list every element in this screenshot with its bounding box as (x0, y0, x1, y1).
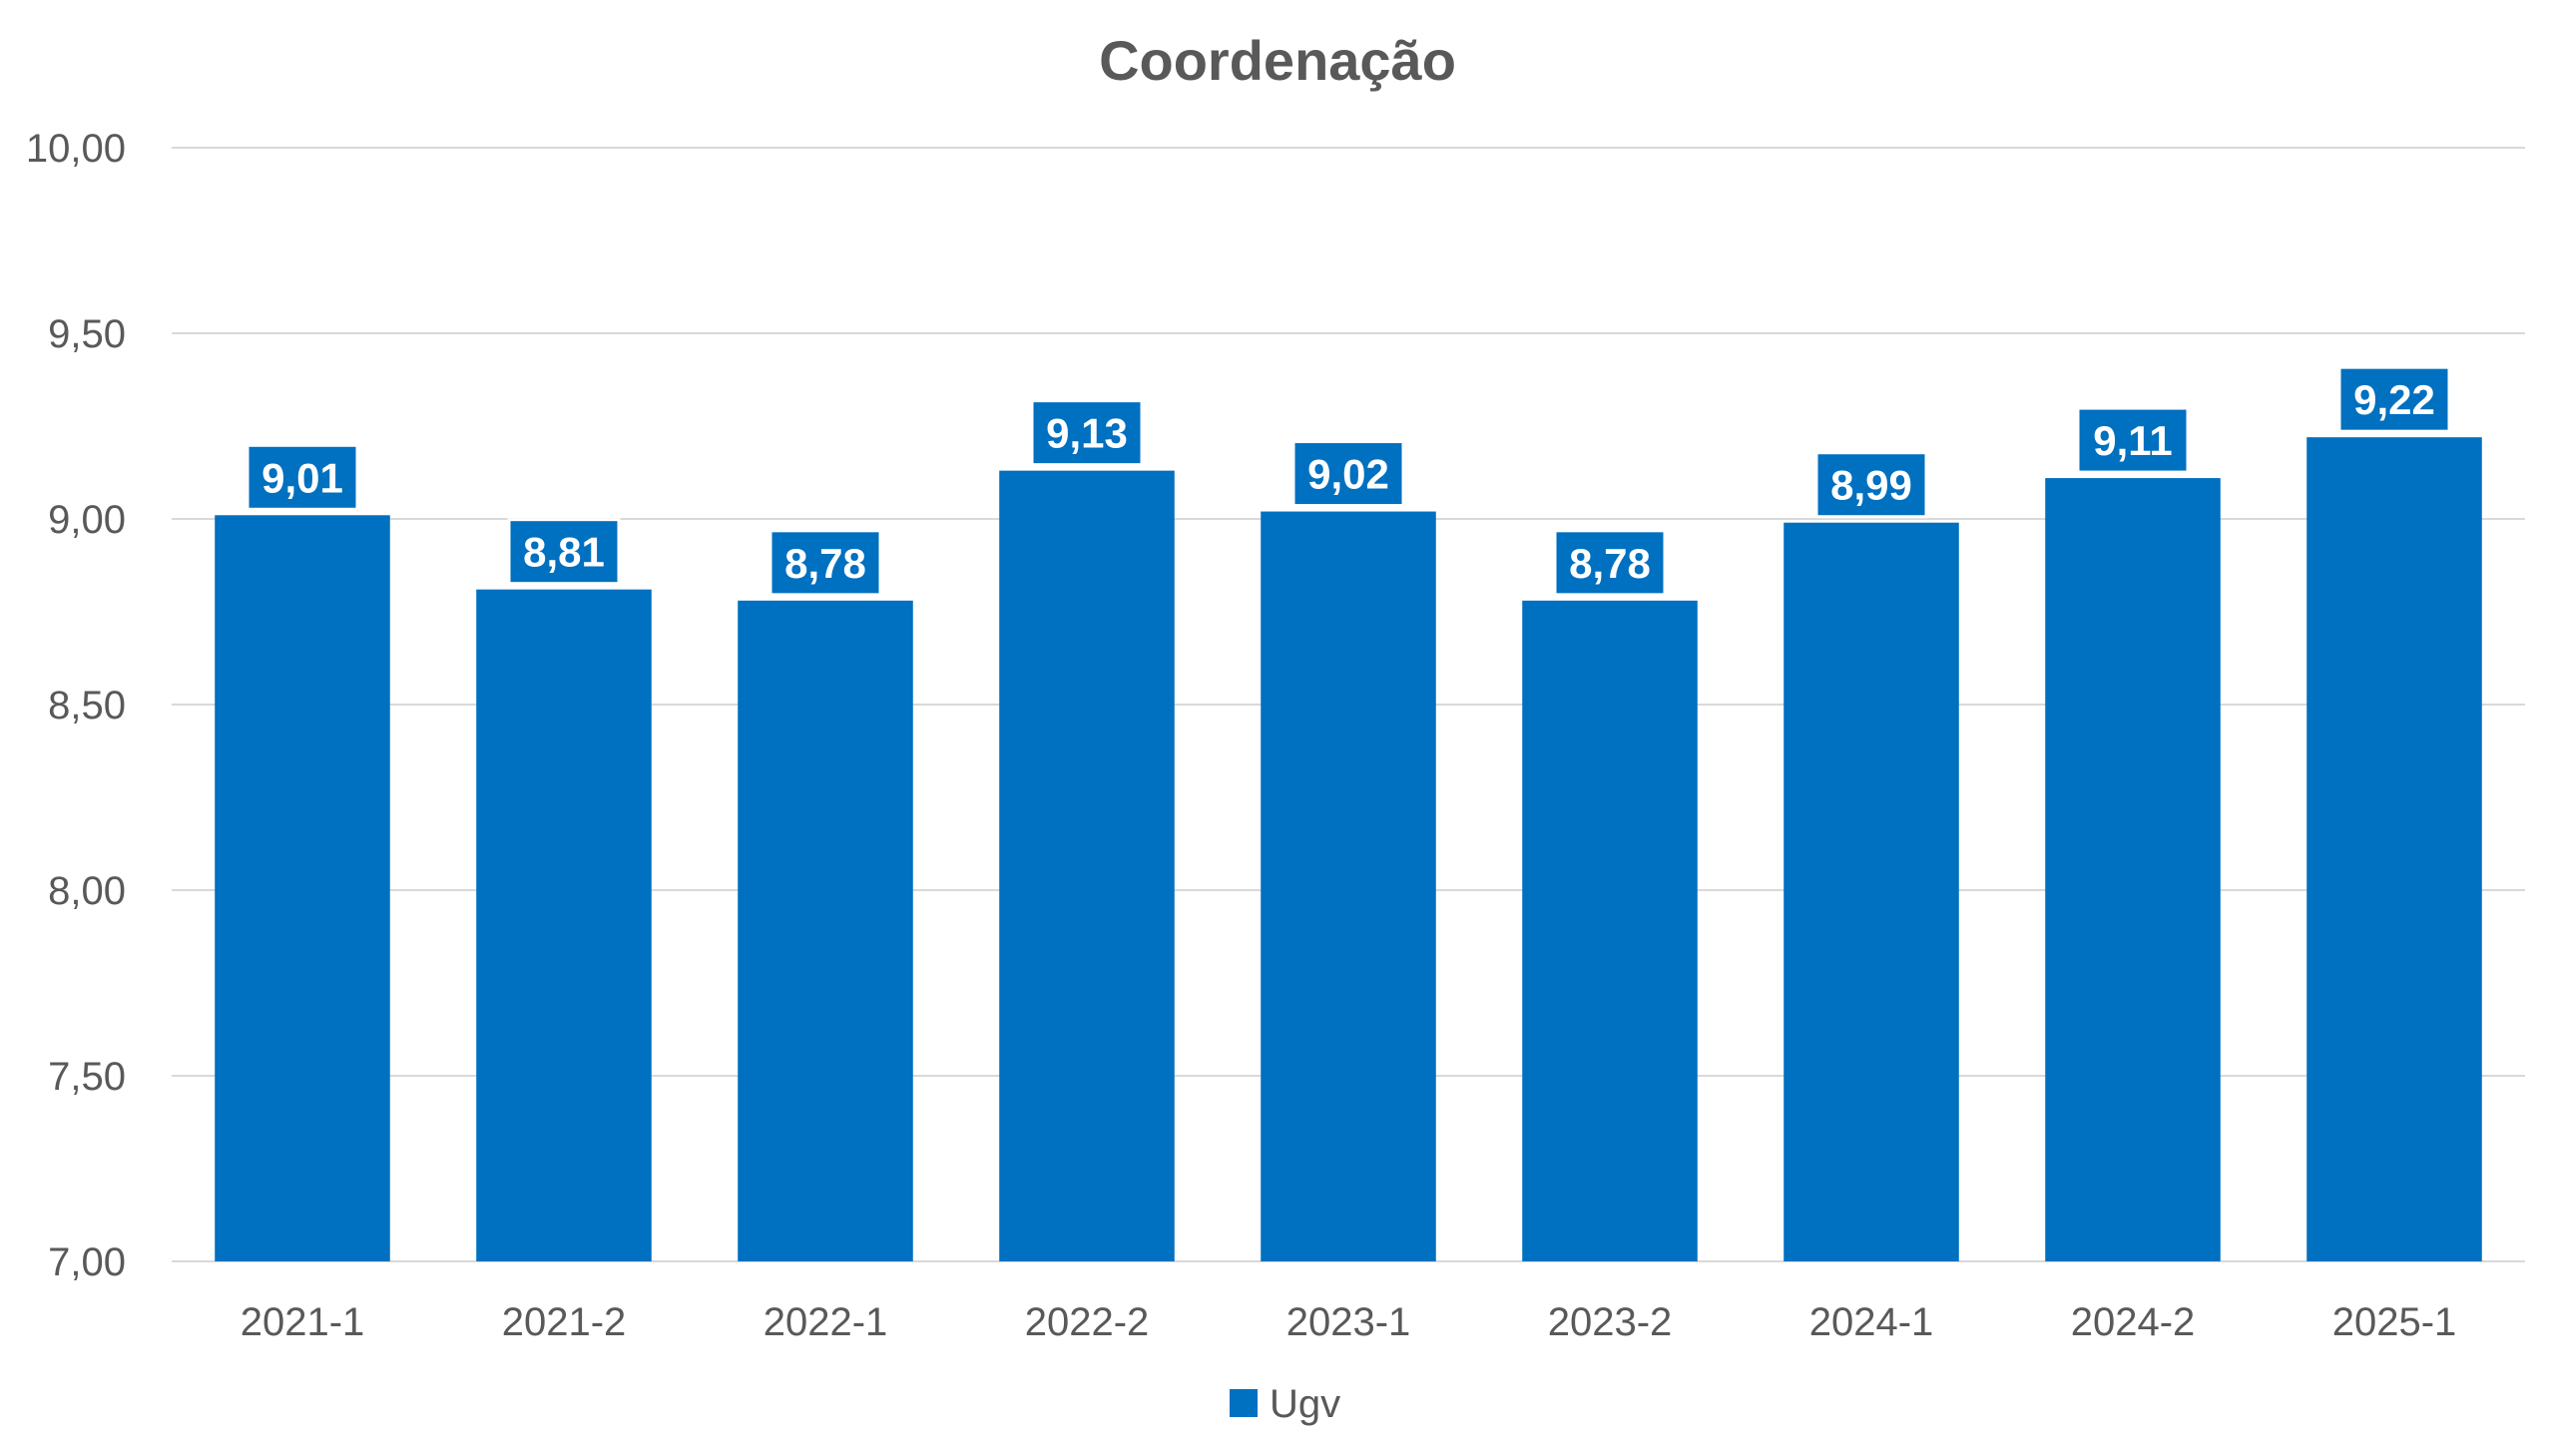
legend-swatch-ugv (1230, 1389, 1258, 1417)
x-tick-label: 2023-2 (1548, 1300, 1673, 1344)
bars (215, 437, 2482, 1262)
bar (1784, 522, 1959, 1261)
data-label: 8,78 (784, 540, 866, 587)
x-tick-label: 2023-1 (1286, 1300, 1411, 1344)
data-label-box (2337, 365, 2451, 433)
bar (1522, 600, 1698, 1261)
data-label: 9,02 (1307, 451, 1389, 498)
x-tick-label: 2025-1 (2332, 1300, 2457, 1344)
x-tick-label: 2024-1 (1809, 1300, 1934, 1344)
data-label: 8,99 (1830, 462, 1912, 509)
chart-title: Coordenação (1099, 29, 1456, 92)
x-tick-label: 2021-1 (241, 1300, 365, 1344)
y-tick-label: 8,50 (48, 684, 126, 728)
x-axis-tick-labels: 2021-1 2021-2 2022-1 2022-2 2023-1 2023-2 2024… (241, 1300, 2457, 1344)
bar (215, 515, 390, 1261)
data-labels: 9,01 8,81 8,78 9,13 9,02 8,78 8,99 9,11 9,22 (246, 365, 2451, 597)
data-label: 8,81 (523, 529, 605, 576)
data-label-box (1553, 529, 1667, 597)
bar (476, 589, 652, 1261)
y-tick-label: 9,00 (48, 498, 126, 542)
data-label-box (1291, 440, 1405, 508)
y-tick-label: 9,50 (48, 312, 126, 356)
data-label-box (1814, 451, 1928, 519)
data-label: 9,01 (261, 454, 343, 501)
x-tick-label: 2024-2 (2071, 1300, 2196, 1344)
data-label: 9,11 (2093, 417, 2172, 464)
data-label-box (768, 529, 882, 597)
bar (738, 600, 913, 1261)
bar (999, 470, 1175, 1261)
bar (1261, 511, 1436, 1261)
bar (2306, 437, 2482, 1261)
x-tick-label: 2021-2 (502, 1300, 627, 1344)
data-label: 8,78 (1569, 540, 1651, 587)
y-tick-label: 10,00 (26, 127, 126, 171)
legend: Ugv (1230, 1382, 1340, 1426)
y-tick-label: 8,00 (48, 869, 126, 913)
data-label-box (507, 518, 621, 586)
y-tick-label: 7,50 (48, 1055, 126, 1099)
data-label-box (2076, 406, 2190, 474)
data-label-box (246, 443, 359, 511)
data-label-box (1030, 399, 1144, 467)
data-label: 9,22 (2353, 376, 2435, 423)
legend-label-ugv: Ugv (1270, 1382, 1340, 1426)
y-axis-tick-labels: 7,00 7,50 8,00 8,50 9,00 9,50 10,00 (26, 127, 126, 1284)
bar (2045, 478, 2221, 1262)
x-tick-label: 2022-1 (764, 1300, 888, 1344)
data-label: 9,13 (1046, 410, 1128, 457)
x-tick-label: 2022-2 (1025, 1300, 1150, 1344)
y-tick-label: 7,00 (48, 1240, 126, 1284)
